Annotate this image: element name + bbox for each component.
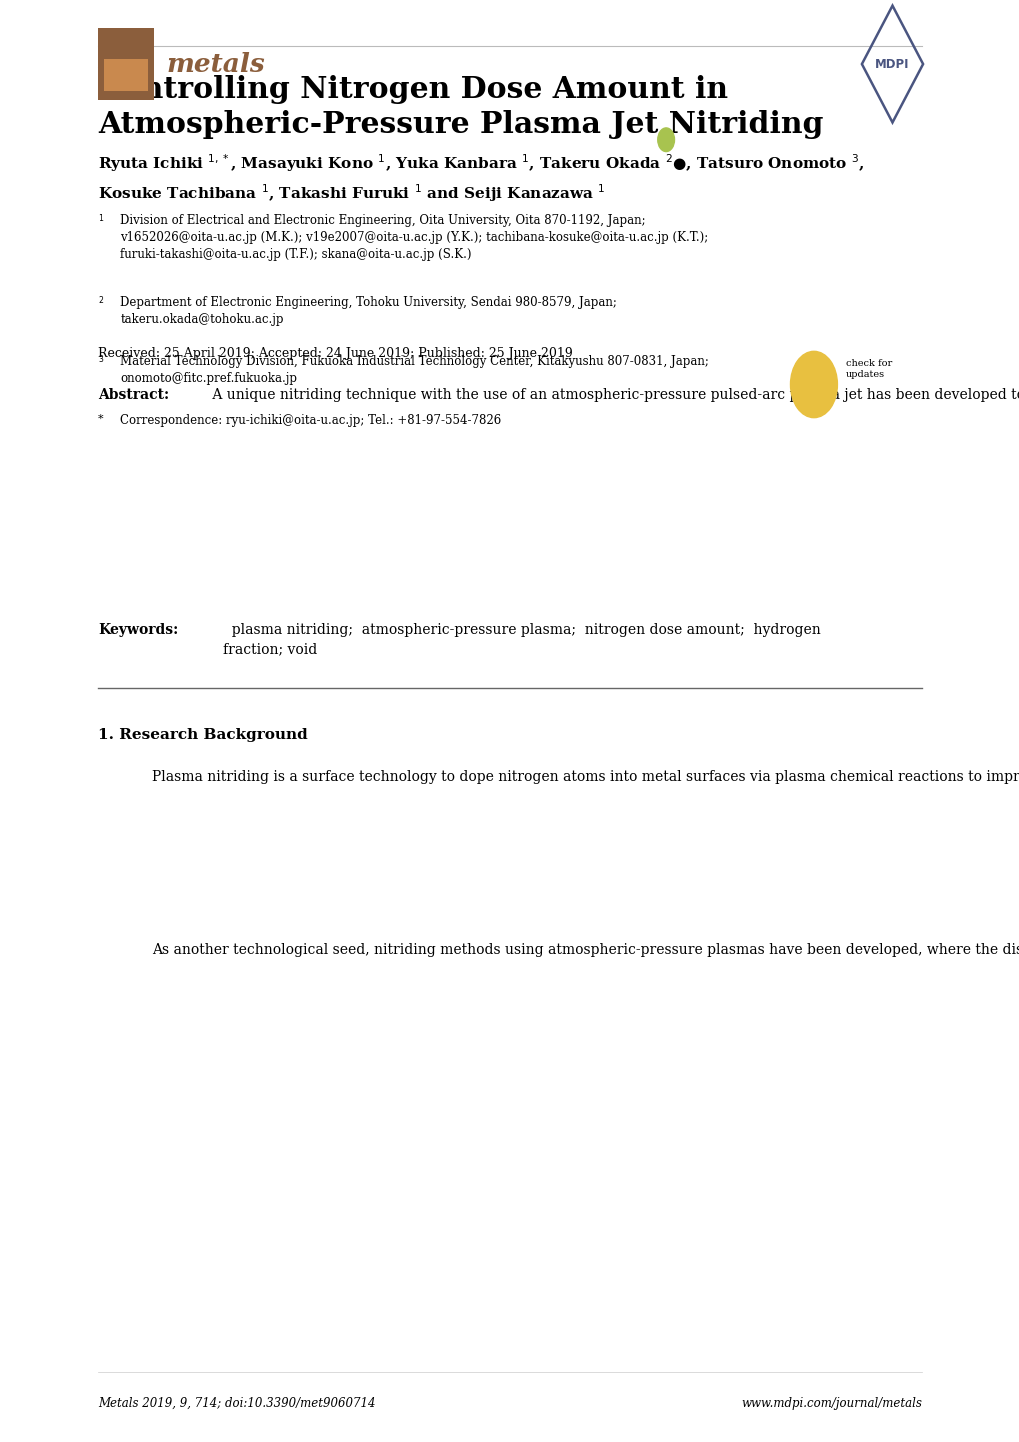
Text: Keywords:: Keywords: [98, 623, 178, 637]
Text: plasma nitriding;  atmospheric-pressure plasma;  nitrogen dose amount;  hydrogen: plasma nitriding; atmospheric-pressure p… [223, 623, 820, 656]
Text: Controlling Nitrogen Dose Amount in
Atmospheric-Pressure Plasma Jet Nitriding: Controlling Nitrogen Dose Amount in Atmo… [98, 75, 822, 140]
Text: $^{3}$: $^{3}$ [98, 355, 104, 365]
Text: Abstract:: Abstract: [98, 388, 169, 402]
Text: A unique nitriding technique with the use of an atmospheric-pressure pulsed-arc : A unique nitriding technique with the us… [208, 388, 1019, 402]
Text: Correspondence: ryu-ichiki@oita-u.ac.jp; Tel.: +81-97-554-7826: Correspondence: ryu-ichiki@oita-u.ac.jp;… [120, 414, 501, 427]
Text: 1. Research Background: 1. Research Background [98, 728, 308, 743]
Text: Article: Article [98, 58, 145, 71]
Text: Material Technology Division, Fukuoka Industrial Technology Center, Kitakyushu 8: Material Technology Division, Fukuoka In… [120, 355, 708, 385]
Text: Division of Electrical and Electronic Engineering, Oita University, Oita 870-119: Division of Electrical and Electronic En… [120, 213, 708, 261]
Text: ✓: ✓ [806, 375, 820, 394]
Text: Ryuta Ichiki $^{1,*}$, Masayuki Kono $^{1}$, Yuka Kanbara $^{1}$, Takeru Okada $: Ryuta Ichiki $^{1,*}$, Masayuki Kono $^{… [98, 151, 863, 203]
Text: *: * [98, 414, 104, 424]
Text: Department of Electronic Engineering, Tohoku University, Sendai 980-8579, Japan;: Department of Electronic Engineering, To… [120, 296, 616, 326]
Text: Received: 25 April 2019; Accepted: 24 June 2019; Published: 25 June 2019: Received: 25 April 2019; Accepted: 24 Ju… [98, 348, 573, 360]
Text: $^{2}$: $^{2}$ [98, 296, 104, 306]
Text: www.mdpi.com/journal/metals: www.mdpi.com/journal/metals [741, 1397, 921, 1410]
Text: iD: iD [661, 137, 669, 143]
Text: $^{1}$: $^{1}$ [98, 213, 104, 224]
Text: MDPI: MDPI [874, 58, 909, 71]
Circle shape [790, 352, 837, 418]
Text: As another technological seed, nitriding methods using atmospheric-pressure plas: As another technological seed, nitriding… [152, 943, 1019, 957]
Text: Metals 2019, 9, 714; doi:10.3390/met9060714: Metals 2019, 9, 714; doi:10.3390/met9060… [98, 1397, 375, 1410]
Text: check for
updates: check for updates [845, 359, 891, 379]
Circle shape [657, 128, 674, 151]
Bar [98, 27, 154, 99]
Text: Plasma nitriding is a surface technology to dope nitrogen atoms into metal surfa: Plasma nitriding is a surface technology… [152, 770, 1019, 784]
Text: metals: metals [166, 52, 265, 76]
Bar [104, 59, 148, 91]
